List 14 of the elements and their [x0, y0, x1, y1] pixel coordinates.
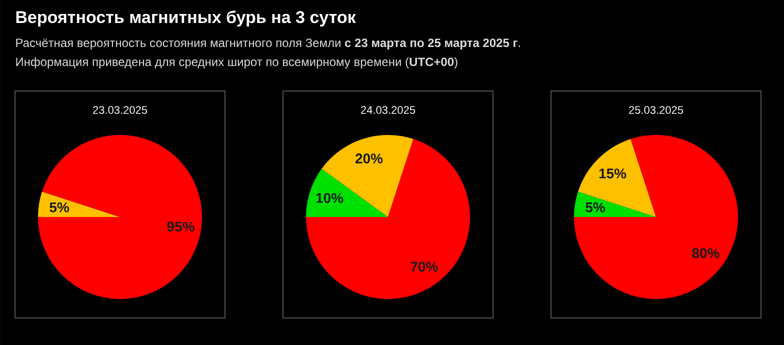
data-label: 70%	[410, 262, 438, 272]
data-label: 10%	[316, 193, 344, 203]
data-label: 5%	[50, 202, 70, 212]
data-label: 20%	[355, 154, 383, 164]
text: Расчётная вероятность состояния магнитного поля Земли с 23 марта по 25 марта 2025 г.	[16, 38, 520, 50]
chart-title: 25.03.2025	[629, 106, 684, 114]
text: Информация приведена для средних широт по всемирному времени (UTC+00)	[16, 57, 458, 68]
chart-title: 23.03.2025	[93, 106, 148, 114]
data-label: 5%	[586, 202, 605, 212]
data-label: 80%	[692, 248, 720, 258]
text: Вероятность магнитных бурь на 3 суток	[16, 10, 356, 27]
chart-title: 24.03.2025	[361, 106, 416, 114]
data-label: 95%	[167, 222, 194, 232]
data-label: 15%	[599, 168, 626, 178]
